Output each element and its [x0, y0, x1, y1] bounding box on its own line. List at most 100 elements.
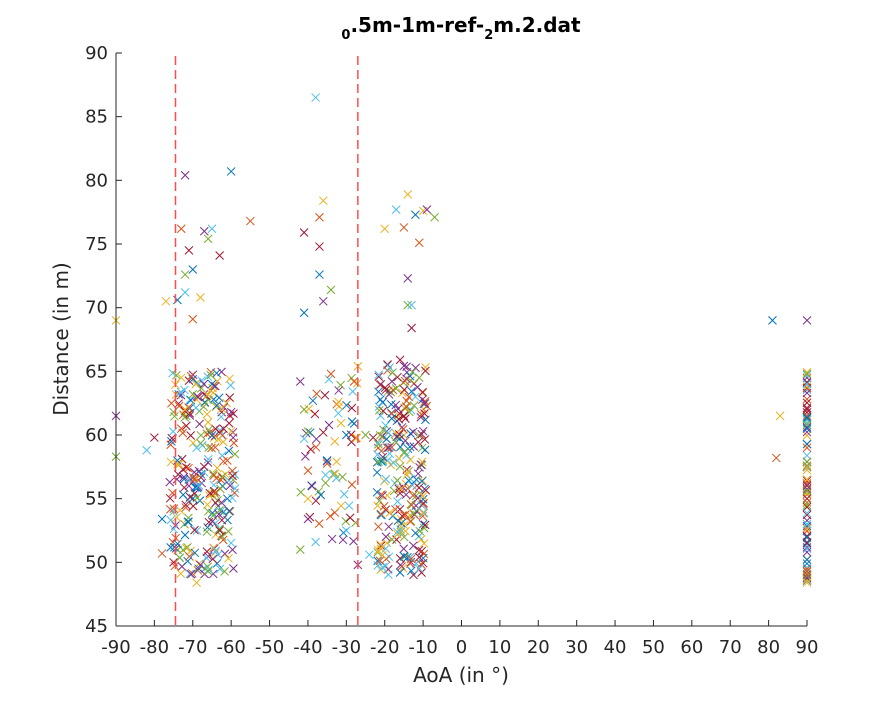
- threshold-lines-layer: [174, 56, 359, 626]
- data-point: [229, 438, 239, 448]
- data-point: [802, 379, 812, 389]
- data-point: [184, 513, 193, 523]
- data-point: [411, 363, 420, 373]
- data-point: [402, 362, 411, 372]
- data-point: [361, 430, 370, 440]
- y-tick-label: 65: [85, 361, 108, 382]
- data-point: [391, 505, 400, 514]
- data-point: [392, 476, 402, 485]
- data-point: [318, 428, 328, 437]
- data-point: [220, 567, 229, 576]
- data-point: [376, 544, 386, 554]
- data-point: [306, 445, 316, 454]
- x-axis-label: AoA (in °): [413, 663, 509, 687]
- data-point: [217, 532, 227, 541]
- data-point: [802, 431, 812, 440]
- data-point: [395, 355, 405, 365]
- data-point: [311, 537, 320, 547]
- x-tick-label: -60: [216, 637, 245, 658]
- title-part: 2: [484, 28, 493, 43]
- data-point: [303, 427, 313, 436]
- data-point: [802, 563, 812, 572]
- data-point: [183, 556, 193, 566]
- data-point: [802, 377, 812, 387]
- data-point: [341, 430, 351, 440]
- data-point: [416, 460, 426, 469]
- y-tick-label: 75: [85, 234, 108, 255]
- data-point: [311, 496, 321, 506]
- data-point: [395, 568, 405, 577]
- data-point: [347, 480, 357, 489]
- data-point: [186, 431, 196, 440]
- data-point: [379, 425, 388, 435]
- data-point: [399, 532, 409, 542]
- data-point: [185, 569, 195, 579]
- data-point: [207, 379, 217, 389]
- x-ticks: -90 -80 -70 -60 -50 -40 -30 -20 -10 0 10 20 30 40 50 60…: [101, 620, 818, 658]
- data-point: [213, 550, 223, 560]
- data-point: [186, 474, 195, 484]
- data-point: [176, 373, 186, 383]
- data-point: [324, 420, 334, 430]
- data-point: [407, 323, 416, 333]
- data-point: [345, 513, 355, 523]
- data-point: [178, 490, 188, 500]
- data-point: [188, 438, 198, 448]
- data-point: [373, 450, 382, 459]
- data-point: [299, 308, 309, 318]
- data-point: [380, 383, 390, 393]
- data-point: [406, 566, 416, 576]
- data-point: [225, 481, 235, 491]
- data-point: [375, 430, 385, 440]
- data-point: [413, 382, 422, 392]
- data-point: [199, 402, 208, 412]
- data-point: [342, 400, 351, 410]
- data-point: [802, 510, 812, 520]
- data-point: [207, 224, 217, 234]
- data-point: [407, 500, 416, 510]
- data-point: [402, 396, 411, 406]
- data-point: [418, 511, 428, 521]
- data-point: [768, 316, 777, 325]
- data-point: [802, 465, 812, 475]
- data-point: [376, 541, 386, 551]
- data-point: [802, 566, 812, 576]
- data-point: [802, 316, 812, 325]
- x-tick-label: -30: [332, 637, 361, 658]
- data-point: [315, 212, 324, 222]
- data-point: [802, 370, 812, 380]
- x-tick-label: -70: [178, 637, 207, 658]
- data-point: [312, 389, 321, 399]
- data-point: [325, 511, 335, 521]
- data-point: [399, 223, 409, 232]
- data-point: [381, 474, 391, 484]
- data-point: [802, 538, 812, 548]
- data-point: [374, 457, 383, 467]
- data-point: [407, 387, 416, 396]
- data-point: [222, 456, 232, 465]
- data-point: [802, 531, 812, 541]
- y-tick-label: 50: [85, 552, 108, 573]
- data-point: [802, 443, 812, 453]
- y-axis-label: Distance (in m): [49, 262, 73, 416]
- y-tick-label: 85: [85, 107, 108, 128]
- data-point: [215, 251, 225, 260]
- data-point: [336, 501, 346, 511]
- data-point: [348, 387, 358, 396]
- data-point: [216, 412, 226, 422]
- data-point: [421, 362, 430, 372]
- data-point: [402, 402, 411, 412]
- data-point: [214, 509, 224, 519]
- x-tick-label: -80: [140, 637, 169, 658]
- data-point: [311, 442, 321, 452]
- x-tick-label: 0: [456, 637, 467, 658]
- data-point: [199, 462, 209, 472]
- data-point: [196, 293, 205, 302]
- data-point: [387, 414, 397, 423]
- data-point: [376, 395, 385, 404]
- data-point: [414, 545, 424, 555]
- data-point: [167, 398, 176, 408]
- data-point: [802, 413, 812, 423]
- data-point: [185, 409, 195, 418]
